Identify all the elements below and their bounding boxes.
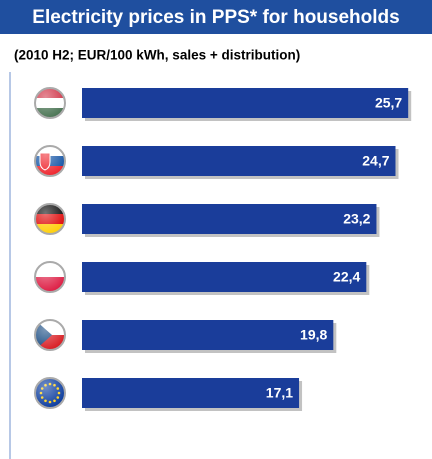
flag-poland bbox=[34, 261, 66, 293]
bar bbox=[82, 146, 396, 176]
flag-hungary bbox=[34, 87, 66, 119]
bar bbox=[82, 88, 409, 118]
flag-czech bbox=[34, 319, 66, 351]
value-label: 23,2 bbox=[343, 211, 370, 227]
title-bar bbox=[0, 0, 432, 34]
flag-eu bbox=[34, 377, 66, 409]
flag-germany bbox=[34, 203, 66, 235]
bar bbox=[82, 320, 334, 350]
value-label: 24,7 bbox=[362, 153, 389, 169]
value-label: 25,7 bbox=[375, 95, 402, 111]
bar bbox=[82, 204, 377, 234]
value-label: 19,8 bbox=[300, 327, 327, 343]
value-label: 22,4 bbox=[333, 269, 360, 285]
bar bbox=[82, 262, 367, 292]
chart-title: Electricity prices in PPS* for household… bbox=[32, 7, 399, 28]
chart-subtitle: (2010 H2; EUR/100 kWh, sales + distribut… bbox=[14, 48, 300, 63]
value-label: 17,1 bbox=[266, 385, 293, 401]
bar bbox=[82, 378, 300, 408]
flag-slovakia bbox=[34, 145, 66, 177]
